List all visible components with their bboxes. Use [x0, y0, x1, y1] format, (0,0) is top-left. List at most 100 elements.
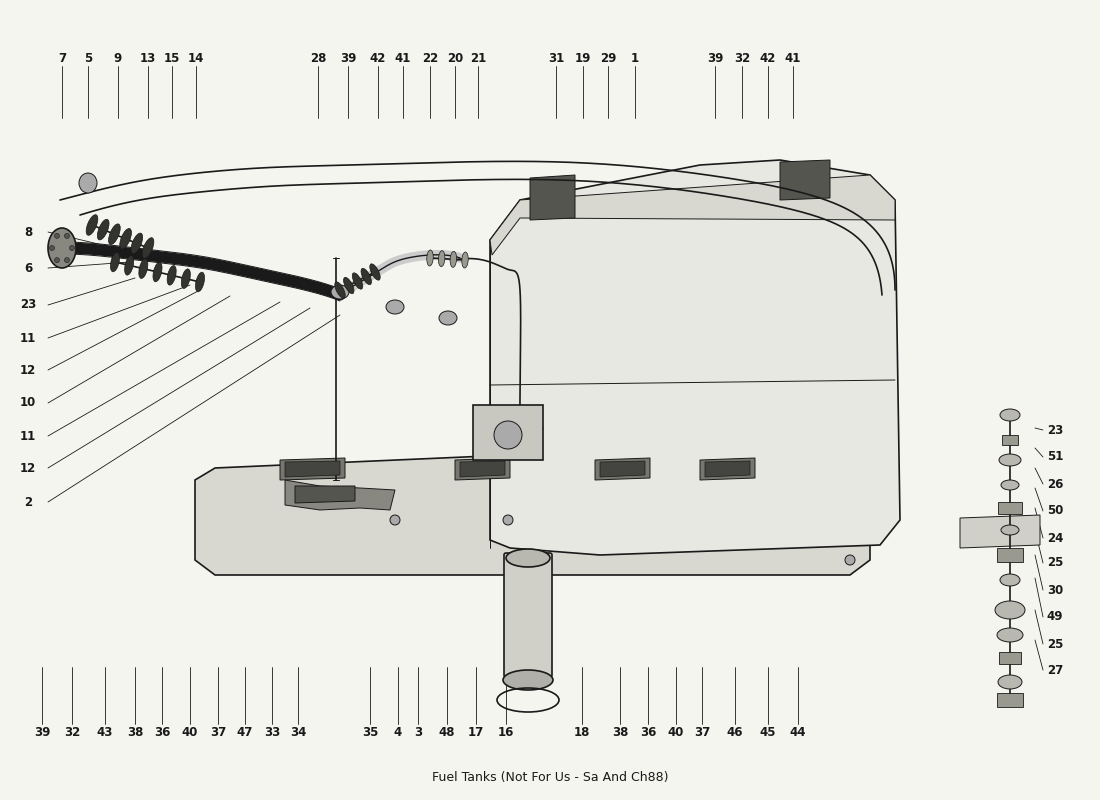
- Polygon shape: [295, 486, 355, 503]
- Text: 11: 11: [20, 331, 36, 345]
- Text: 10: 10: [20, 397, 36, 410]
- Text: 45: 45: [760, 726, 777, 738]
- Text: 37: 37: [210, 726, 227, 738]
- Polygon shape: [285, 480, 395, 510]
- Text: 25: 25: [1047, 638, 1064, 650]
- Text: 39: 39: [340, 51, 356, 65]
- Ellipse shape: [361, 268, 372, 285]
- Text: 35: 35: [362, 726, 378, 738]
- Text: 23: 23: [1047, 423, 1063, 437]
- Text: 42: 42: [760, 51, 777, 65]
- Text: 50: 50: [1047, 505, 1064, 518]
- Text: 3: 3: [414, 726, 422, 738]
- Circle shape: [65, 234, 69, 238]
- Ellipse shape: [386, 300, 404, 314]
- Polygon shape: [285, 461, 340, 477]
- Ellipse shape: [153, 262, 162, 282]
- Text: 41: 41: [395, 51, 411, 65]
- Ellipse shape: [999, 454, 1021, 466]
- FancyBboxPatch shape: [473, 405, 543, 460]
- Text: 38: 38: [126, 726, 143, 738]
- Text: 25: 25: [1047, 557, 1064, 570]
- Ellipse shape: [109, 224, 120, 245]
- Text: 42: 42: [370, 51, 386, 65]
- Text: 30: 30: [1047, 583, 1063, 597]
- FancyBboxPatch shape: [504, 553, 552, 677]
- Ellipse shape: [439, 250, 444, 266]
- Ellipse shape: [167, 266, 176, 285]
- Text: 47: 47: [236, 726, 253, 738]
- Ellipse shape: [139, 259, 147, 278]
- Ellipse shape: [998, 675, 1022, 689]
- Text: 14: 14: [188, 51, 205, 65]
- Text: 32: 32: [734, 51, 750, 65]
- Text: 48: 48: [439, 726, 455, 738]
- Circle shape: [494, 421, 522, 449]
- Polygon shape: [705, 461, 750, 477]
- Text: 15: 15: [164, 51, 180, 65]
- FancyBboxPatch shape: [997, 693, 1023, 707]
- Text: 8: 8: [24, 226, 32, 238]
- Text: 31: 31: [548, 51, 564, 65]
- Text: 36: 36: [640, 726, 657, 738]
- Polygon shape: [280, 458, 345, 480]
- Text: 44: 44: [790, 726, 806, 738]
- Text: 27: 27: [1047, 663, 1063, 677]
- Ellipse shape: [334, 282, 345, 298]
- Text: 39: 39: [707, 51, 723, 65]
- Ellipse shape: [439, 311, 456, 325]
- Polygon shape: [490, 175, 895, 255]
- Text: 46: 46: [727, 726, 744, 738]
- Text: 23: 23: [20, 298, 36, 311]
- Text: 19: 19: [575, 51, 591, 65]
- Circle shape: [65, 258, 69, 262]
- Text: 36: 36: [154, 726, 170, 738]
- Text: 5: 5: [84, 51, 92, 65]
- Text: 32: 32: [64, 726, 80, 738]
- Text: 34: 34: [289, 726, 306, 738]
- Text: 33: 33: [264, 726, 280, 738]
- Text: 39: 39: [34, 726, 51, 738]
- FancyBboxPatch shape: [997, 548, 1023, 562]
- Ellipse shape: [462, 252, 469, 268]
- Ellipse shape: [352, 273, 363, 289]
- Text: 26: 26: [1047, 478, 1064, 490]
- Text: 41: 41: [784, 51, 801, 65]
- Text: 9: 9: [114, 51, 122, 65]
- Ellipse shape: [503, 670, 553, 690]
- Ellipse shape: [1000, 574, 1020, 586]
- Text: 16: 16: [498, 726, 514, 738]
- Ellipse shape: [86, 214, 98, 235]
- Text: 6: 6: [24, 262, 32, 274]
- Circle shape: [503, 515, 513, 525]
- Text: Fuel Tanks (Not For Us - Sa And Ch88): Fuel Tanks (Not For Us - Sa And Ch88): [431, 771, 669, 785]
- Text: 43: 43: [97, 726, 113, 738]
- Text: 40: 40: [668, 726, 684, 738]
- Ellipse shape: [1001, 525, 1019, 535]
- Text: 40: 40: [182, 726, 198, 738]
- Text: 13: 13: [140, 51, 156, 65]
- Ellipse shape: [331, 285, 349, 299]
- Text: 28: 28: [310, 51, 327, 65]
- Text: 51: 51: [1047, 450, 1064, 463]
- Text: 37: 37: [694, 726, 711, 738]
- Text: 49: 49: [1047, 610, 1064, 623]
- Ellipse shape: [506, 549, 550, 567]
- FancyBboxPatch shape: [999, 652, 1021, 664]
- FancyBboxPatch shape: [1002, 435, 1018, 445]
- Ellipse shape: [120, 229, 131, 249]
- Ellipse shape: [427, 250, 433, 266]
- Ellipse shape: [1000, 409, 1020, 421]
- Text: 12: 12: [20, 462, 36, 474]
- Polygon shape: [595, 458, 650, 480]
- Ellipse shape: [110, 252, 120, 272]
- Circle shape: [69, 246, 75, 250]
- Text: 2: 2: [24, 495, 32, 509]
- Ellipse shape: [996, 601, 1025, 619]
- Polygon shape: [490, 160, 900, 555]
- Text: 24: 24: [1047, 531, 1064, 545]
- Polygon shape: [960, 515, 1040, 548]
- Text: 18: 18: [574, 726, 591, 738]
- Circle shape: [845, 555, 855, 565]
- Text: 1: 1: [631, 51, 639, 65]
